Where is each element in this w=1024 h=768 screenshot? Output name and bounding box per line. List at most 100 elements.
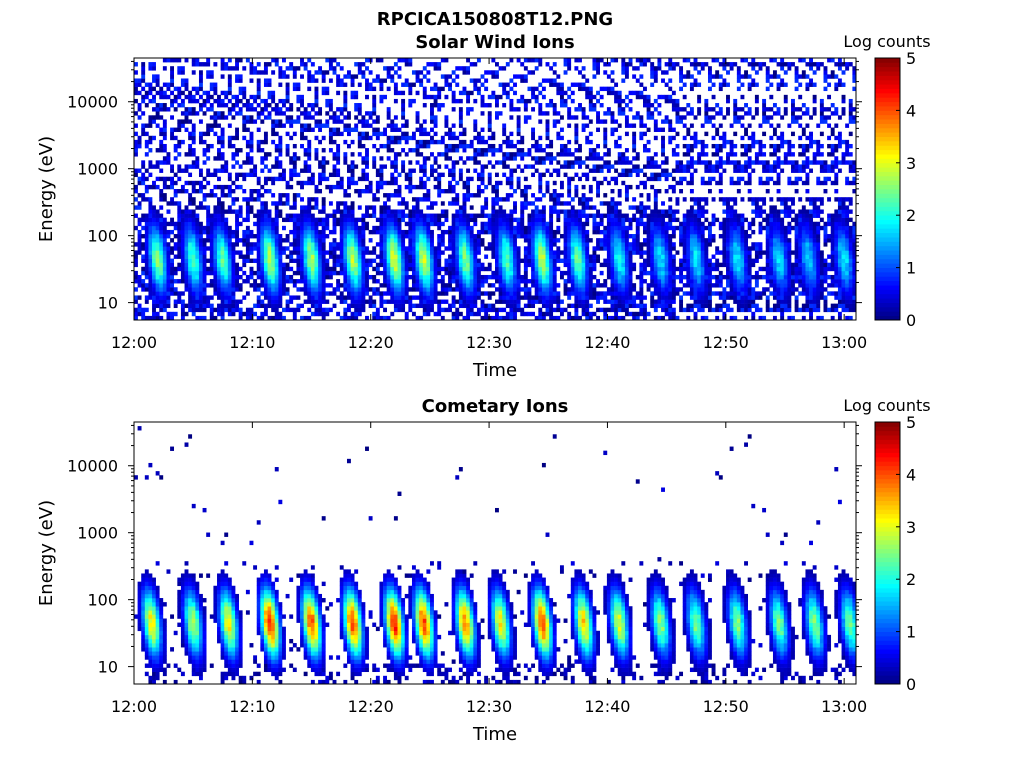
heatmap-cell [617, 209, 622, 214]
heatmap-cell [141, 258, 146, 263]
heatmap-cell [354, 283, 359, 288]
heatmap-cell [220, 279, 225, 284]
heatmap-cell [170, 221, 175, 227]
heatmap-cell [357, 234, 362, 239]
heatmap-cell [285, 66, 290, 71]
heatmap-cell [238, 107, 243, 112]
heatmap-cell [491, 303, 496, 309]
heatmap-cell [516, 246, 521, 251]
heatmap-cell [188, 94, 193, 100]
heatmap-cell [318, 258, 323, 263]
heatmap-cell [458, 139, 463, 145]
heatmap-cell [458, 90, 463, 96]
heatmap-cell [173, 86, 178, 92]
heatmap-cell [263, 258, 268, 263]
heatmap-cell [545, 250, 550, 255]
heatmap-cell [448, 201, 452, 206]
heatmap-cell [314, 291, 319, 296]
heatmap-cell [538, 213, 543, 218]
heatmap-cell [134, 254, 138, 259]
heatmap-cell [578, 238, 582, 243]
heatmap-cell [541, 225, 546, 231]
heatmap-cell [372, 279, 377, 284]
heatmap-cell [599, 295, 604, 300]
heatmap-cell [563, 238, 568, 243]
heatmap-cell [473, 193, 478, 198]
heatmap-cell [466, 70, 471, 75]
heatmap-cell [274, 246, 279, 251]
heatmap-cell [318, 217, 323, 223]
heatmap-cell [401, 295, 406, 300]
heatmap-cell [473, 148, 478, 153]
heatmap-cell [249, 315, 254, 321]
heatmap-cell [188, 131, 193, 137]
heatmap-cell [462, 229, 467, 235]
heatmap-cell [487, 266, 492, 272]
heatmap-cell [235, 229, 239, 235]
heatmap-cell [307, 246, 312, 251]
heatmap-cell [484, 254, 489, 259]
heatmap-cell [180, 307, 185, 313]
heatmap-cell [209, 70, 214, 75]
heatmap-cell [513, 262, 517, 268]
heatmap-cell [541, 94, 546, 100]
heatmap-cell [152, 115, 156, 120]
heatmap-cell [191, 250, 196, 255]
heatmap-cell [596, 209, 600, 214]
heatmap-cell [462, 287, 467, 292]
heatmap-cell [437, 307, 442, 313]
heatmap-cell [538, 62, 543, 67]
heatmap-cell [235, 152, 239, 157]
heatmap-cell [235, 184, 239, 190]
heatmap-cell [307, 168, 312, 173]
heatmap-cell [346, 168, 351, 173]
heatmap-cell [180, 238, 185, 243]
heatmap-cell [448, 229, 452, 235]
heatmap-cell [444, 78, 449, 83]
heatmap-cell [300, 94, 304, 100]
heatmap-cell [444, 58, 449, 63]
heatmap-cell [498, 94, 503, 100]
heatmap-cell [282, 270, 286, 276]
heatmap-cell [137, 168, 142, 173]
heatmap-cell [249, 250, 254, 255]
heatmap-cell [137, 135, 142, 141]
heatmap-cell [198, 86, 203, 92]
heatmap-cell [473, 295, 478, 300]
heatmap-cell [361, 234, 366, 239]
heatmap-cell [455, 258, 460, 263]
heatmap-cell [581, 197, 586, 202]
heatmap-cell [559, 299, 564, 304]
heatmap-cell [473, 258, 478, 263]
heatmap-cell [552, 70, 557, 75]
heatmap-cell [184, 78, 189, 83]
heatmap-cell [253, 279, 258, 284]
heatmap-cell [300, 197, 304, 202]
heatmap-cell [538, 229, 543, 235]
heatmap-cell [487, 172, 492, 178]
heatmap-cell [408, 58, 413, 63]
heatmap-cell [134, 70, 138, 75]
heatmap-cell [451, 90, 456, 96]
heatmap-cell [383, 66, 387, 71]
heatmap-cell [498, 270, 503, 276]
heatmap-cell [209, 115, 214, 120]
heatmap-cell [549, 238, 554, 243]
heatmap-cell [383, 221, 387, 227]
heatmap-cell [285, 119, 290, 124]
heatmap-cell [476, 139, 481, 145]
heatmap-cell [361, 303, 366, 309]
heatmap-cell [462, 258, 467, 263]
heatmap-cell [433, 295, 438, 300]
heatmap-cell [231, 242, 236, 247]
heatmap-cell [260, 258, 265, 263]
heatmap-cell [227, 242, 232, 247]
heatmap-cell [411, 279, 416, 284]
heatmap-cell [343, 127, 348, 132]
heatmap-cell [430, 107, 434, 112]
heatmap-cell [437, 303, 442, 309]
heatmap-cell [253, 168, 258, 173]
heatmap-cell [209, 283, 214, 288]
heatmap-cell [274, 131, 279, 137]
heatmap-cell [426, 234, 431, 239]
